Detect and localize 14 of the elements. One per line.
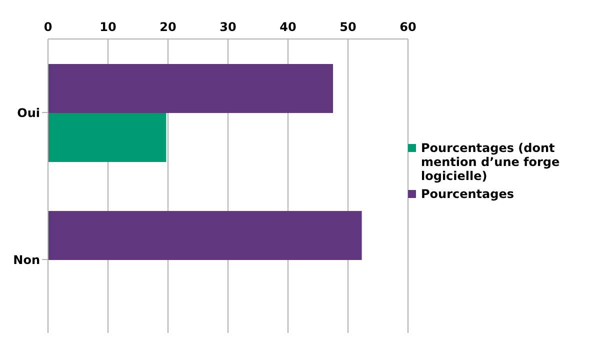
x-tick-label: 30 [220, 20, 236, 34]
x-tick-label: 20 [160, 20, 176, 34]
y-tick-label: Non [13, 252, 40, 267]
bar [48, 112, 166, 162]
y-tick-label: Oui [17, 106, 40, 120]
x-tick-label: 50 [340, 20, 356, 34]
x-tick-label: 0 [44, 20, 52, 34]
bar [48, 210, 362, 260]
x-tick-label: 10 [100, 20, 116, 34]
legend-label: Pourcentages [421, 187, 514, 201]
bar [48, 64, 333, 113]
x-tick-label: 60 [400, 20, 416, 34]
legend-label: Pourcentages (dont mention d’une forge logicielle) [421, 141, 561, 183]
x-tick-label: 40 [280, 20, 296, 34]
